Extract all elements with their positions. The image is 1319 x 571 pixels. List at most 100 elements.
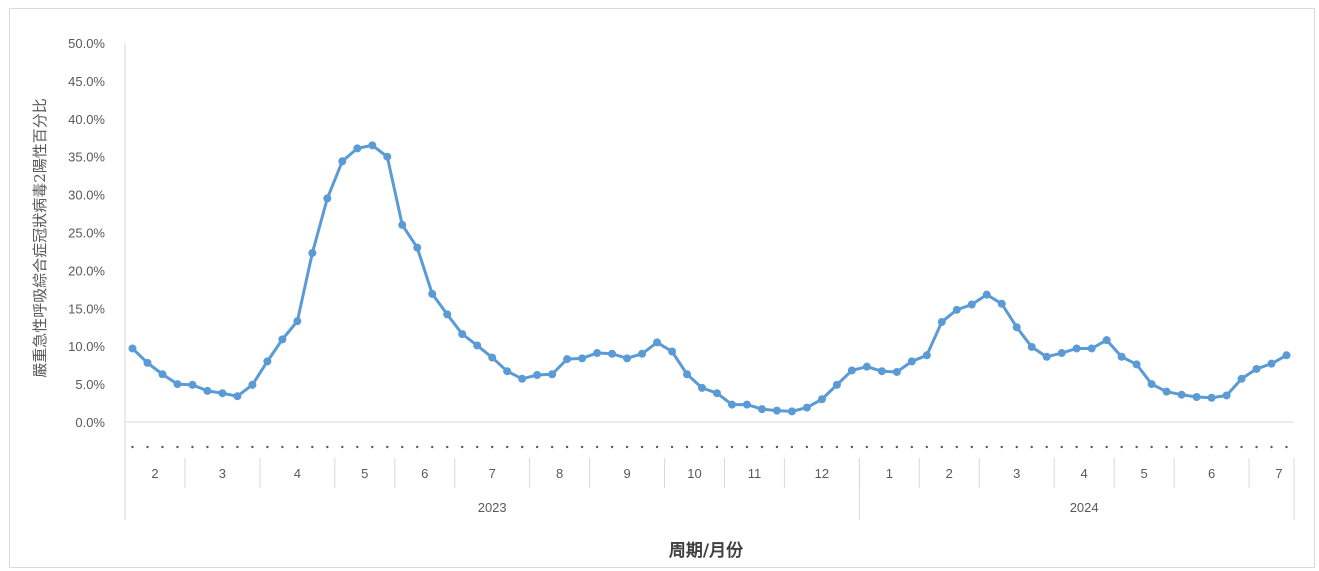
week-marker [805,445,809,449]
week-marker [655,445,659,449]
week-marker [131,445,134,449]
week-marker [925,445,929,449]
week-marker [595,445,599,449]
data-point [1042,352,1051,361]
y-tick-label: 35.0% [68,150,105,165]
week-marker [1030,445,1033,449]
week-marker [1255,445,1258,449]
data-point [578,354,587,363]
week-marker [565,445,569,449]
data-point [847,366,856,375]
data-point [1147,380,1156,389]
month-label: 3 [219,466,226,481]
week-marker [1165,445,1168,449]
week-marker [730,445,734,449]
data-point [563,355,572,364]
week-marker [940,445,944,449]
week-marker [1270,445,1273,449]
month-label: 2 [151,466,158,481]
data-point [1132,360,1141,369]
data-point [593,349,602,358]
data-point [383,152,392,161]
x-axis-label: 周期/月份 [669,540,744,561]
data-point [1192,392,1201,401]
data-point [1237,374,1246,383]
data-point [293,317,302,326]
axes [124,43,1294,520]
week-marker [1225,445,1228,449]
data-point [862,362,871,371]
data-point [683,370,692,379]
month-label: 6 [1208,466,1215,481]
month-label: 3 [1013,466,1020,481]
y-tick-label: 50.0% [68,36,105,51]
year-label: 2024 [1070,500,1099,515]
week-marker [490,445,494,449]
week-marker [371,445,374,449]
data-point [787,407,796,416]
month-label: 4 [294,466,301,481]
week-marker [880,445,884,449]
y-tick-label: 0.0% [75,415,105,430]
week-marker [1045,445,1048,449]
week-marker [985,445,988,449]
week-marker [1060,445,1063,449]
data-point [623,354,632,363]
y-tick-label: 15.0% [68,301,105,316]
data-point [518,374,527,383]
week-marker [251,445,254,449]
week-marker [281,445,284,449]
week-marker [1015,445,1018,449]
data-point [368,141,377,150]
data-point [323,194,332,203]
data-point [832,380,841,389]
week-marker [1135,445,1138,449]
y-tick-label: 20.0% [68,263,105,278]
y-axis-label: 嚴重急性呼吸綜合症冠狀病毒2陽性百分比 [31,98,49,378]
week-marker [910,445,914,449]
data-point [727,400,736,409]
data-point [1027,342,1036,351]
week-marker [1075,445,1078,449]
data-point [1117,352,1126,361]
data-point [443,310,452,319]
data-point [428,289,437,298]
week-marker [431,445,434,449]
week-marker [715,445,719,449]
week-marker [326,445,329,449]
week-marker [895,445,899,449]
y-tick-label: 45.0% [68,74,105,89]
data-point [742,400,751,409]
week-marker [1150,445,1153,449]
data-point [1072,344,1081,353]
data-point [638,349,647,358]
data-point [203,386,212,395]
week-marker [865,445,869,449]
data-point [1207,393,1216,402]
week-marker [236,445,239,449]
month-label: 2 [946,466,953,481]
week-marker [475,445,479,449]
month-label: 4 [1081,466,1088,481]
data-point [398,220,407,229]
month-label: 12 [815,466,829,481]
data-point [1252,364,1261,373]
data-point [548,370,557,379]
week-marker [1120,445,1123,449]
data-point [1057,349,1066,358]
data-point [817,395,826,404]
data-point [757,405,766,414]
series-layer [128,141,1291,416]
data-point [1177,390,1186,399]
data-point [473,341,482,350]
data-point [1102,336,1111,345]
week-marker [401,445,404,449]
data-point [308,248,317,257]
month-label: 11 [748,466,762,481]
week-marker [296,445,299,449]
data-point [1012,323,1021,332]
week-marker [745,445,749,449]
week-marker [820,445,824,449]
